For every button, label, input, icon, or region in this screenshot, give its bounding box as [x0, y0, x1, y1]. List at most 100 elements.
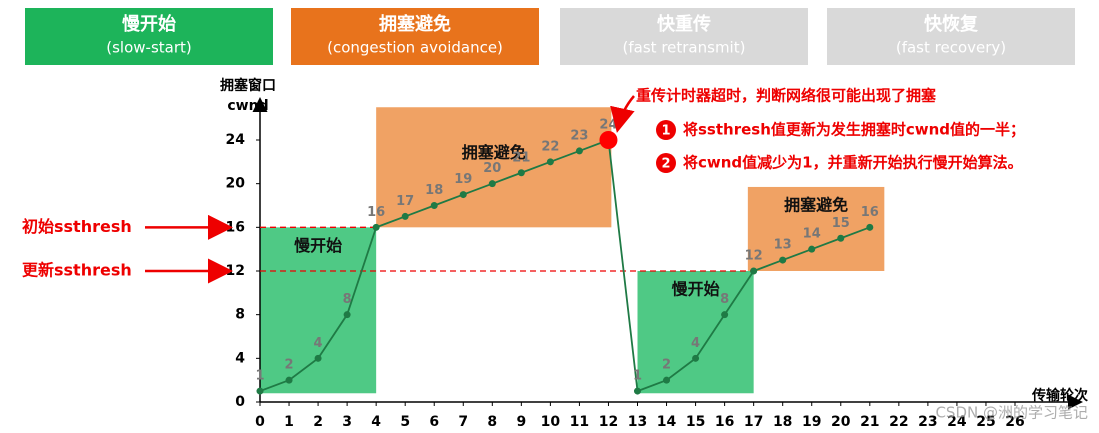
point — [459, 191, 467, 199]
timeout-label: 重传计时器超时，判断网络很可能出现了拥塞 — [636, 87, 937, 105]
data-label: 2 — [285, 358, 294, 373]
y-tick-label: 12 — [226, 263, 245, 279]
note-badge — [656, 120, 676, 140]
point — [837, 234, 845, 242]
data-label: 2 — [662, 358, 671, 373]
note-badge — [656, 153, 676, 173]
note-text: 将ssthresh值更新为发生拥塞时cwnd值的一半； — [683, 121, 1025, 139]
point — [285, 376, 293, 384]
y-axis-label: 拥塞窗口 — [220, 77, 276, 94]
timeout-arrow — [610, 95, 635, 133]
phase-box — [25, 8, 273, 65]
phase-english: (slow-start) — [106, 39, 191, 57]
point — [721, 311, 729, 319]
data-label: 15 — [832, 216, 850, 231]
phase-english: (congestion avoidance) — [327, 39, 503, 57]
y-tick-label: 20 — [226, 176, 246, 192]
x-tick-label: 14 — [657, 414, 677, 430]
y-axis-label: cwnd — [227, 98, 268, 114]
x-tick-label: 5 — [400, 414, 410, 430]
x-tick-label: 19 — [802, 414, 821, 430]
region — [376, 107, 612, 228]
data-label: 4 — [314, 336, 323, 351]
point — [663, 376, 671, 384]
phase-name: 拥塞避免 — [379, 13, 451, 35]
point — [343, 311, 351, 319]
phase-name: 慢开始 — [122, 13, 176, 35]
point — [779, 256, 787, 264]
x-tick-label: 12 — [599, 414, 618, 430]
region — [747, 186, 885, 271]
point — [575, 147, 583, 155]
x-tick-label: 4 — [371, 414, 381, 430]
phase-box — [827, 8, 1075, 65]
data-label: 14 — [803, 227, 821, 242]
data-label: 1 — [633, 369, 642, 384]
x-tick-label: 3 — [342, 414, 352, 430]
x-tick-label: 17 — [744, 414, 763, 430]
x-tick-label: 9 — [516, 414, 526, 430]
data-label: 1 — [255, 369, 264, 384]
data-label: 22 — [541, 139, 559, 154]
point — [546, 158, 554, 166]
x-tick-label: 13 — [628, 414, 647, 430]
data-label: 13 — [774, 238, 792, 253]
data-label: 4 — [691, 336, 700, 351]
region-label: 慢开始 — [672, 280, 720, 299]
y-tick-label: 24 — [226, 132, 246, 148]
point — [692, 354, 700, 362]
x-tick-label: 22 — [889, 414, 908, 430]
x-tick-label: 11 — [570, 414, 589, 430]
y-tick-label: 0 — [235, 394, 245, 410]
phase-name: 快重传 — [657, 13, 711, 35]
data-label: 24 — [599, 118, 617, 133]
data-label: 16 — [367, 205, 385, 220]
x-tick-label: 24 — [947, 414, 967, 430]
point — [401, 212, 409, 220]
x-tick-label: 15 — [686, 414, 705, 430]
x-tick-label: 10 — [541, 414, 561, 430]
y-tick-label: 4 — [235, 350, 245, 366]
x-tick-label: 2 — [313, 414, 323, 430]
point — [808, 245, 816, 253]
region — [637, 271, 754, 394]
x-tick-label: 25 — [976, 414, 995, 430]
data-label: 18 — [425, 183, 443, 198]
note-number: 1 — [661, 124, 670, 139]
x-tick-label: 7 — [458, 414, 468, 430]
phase-box — [560, 8, 808, 65]
y-tick-label: 16 — [226, 219, 245, 235]
point — [488, 180, 496, 188]
x-tick-label: 21 — [860, 414, 879, 430]
region-label: 拥塞避免 — [462, 143, 526, 162]
phase-english: (fast recovery) — [896, 39, 1006, 57]
point — [750, 267, 758, 275]
x-tick-label: 16 — [715, 414, 734, 430]
y-tick-label: 8 — [235, 307, 245, 323]
data-label: 16 — [861, 205, 879, 220]
point — [634, 387, 641, 395]
region-label: 慢开始 — [294, 236, 342, 255]
cwnd-line — [259, 138, 871, 393]
point — [256, 387, 264, 395]
point — [866, 223, 874, 231]
timeout-marker — [599, 131, 618, 149]
data-label: 23 — [570, 128, 588, 143]
x-tick-label: 1 — [284, 414, 294, 430]
x-tick-label: 18 — [773, 414, 792, 430]
note-text: 将cwnd值减少为1，并重新开始执行慢开始算法。 — [683, 154, 1023, 172]
phase-box — [291, 8, 539, 65]
data-label: 8 — [343, 292, 352, 307]
point — [314, 354, 322, 362]
x-tick-label: 23 — [918, 414, 937, 430]
region-label: 拥塞避免 — [784, 195, 848, 214]
x-tick-label: 26 — [1005, 414, 1024, 430]
threshold-label: 初始ssthresh — [22, 217, 132, 236]
phase-english: (fast retransmit) — [623, 39, 746, 57]
x-axis-label: 传输轮次 — [1031, 387, 1088, 404]
watermark: CSDN @洲的学习笔记 — [935, 404, 1088, 422]
point — [430, 202, 438, 209]
point — [517, 169, 525, 177]
threshold-label: 更新ssthresh — [22, 261, 132, 280]
